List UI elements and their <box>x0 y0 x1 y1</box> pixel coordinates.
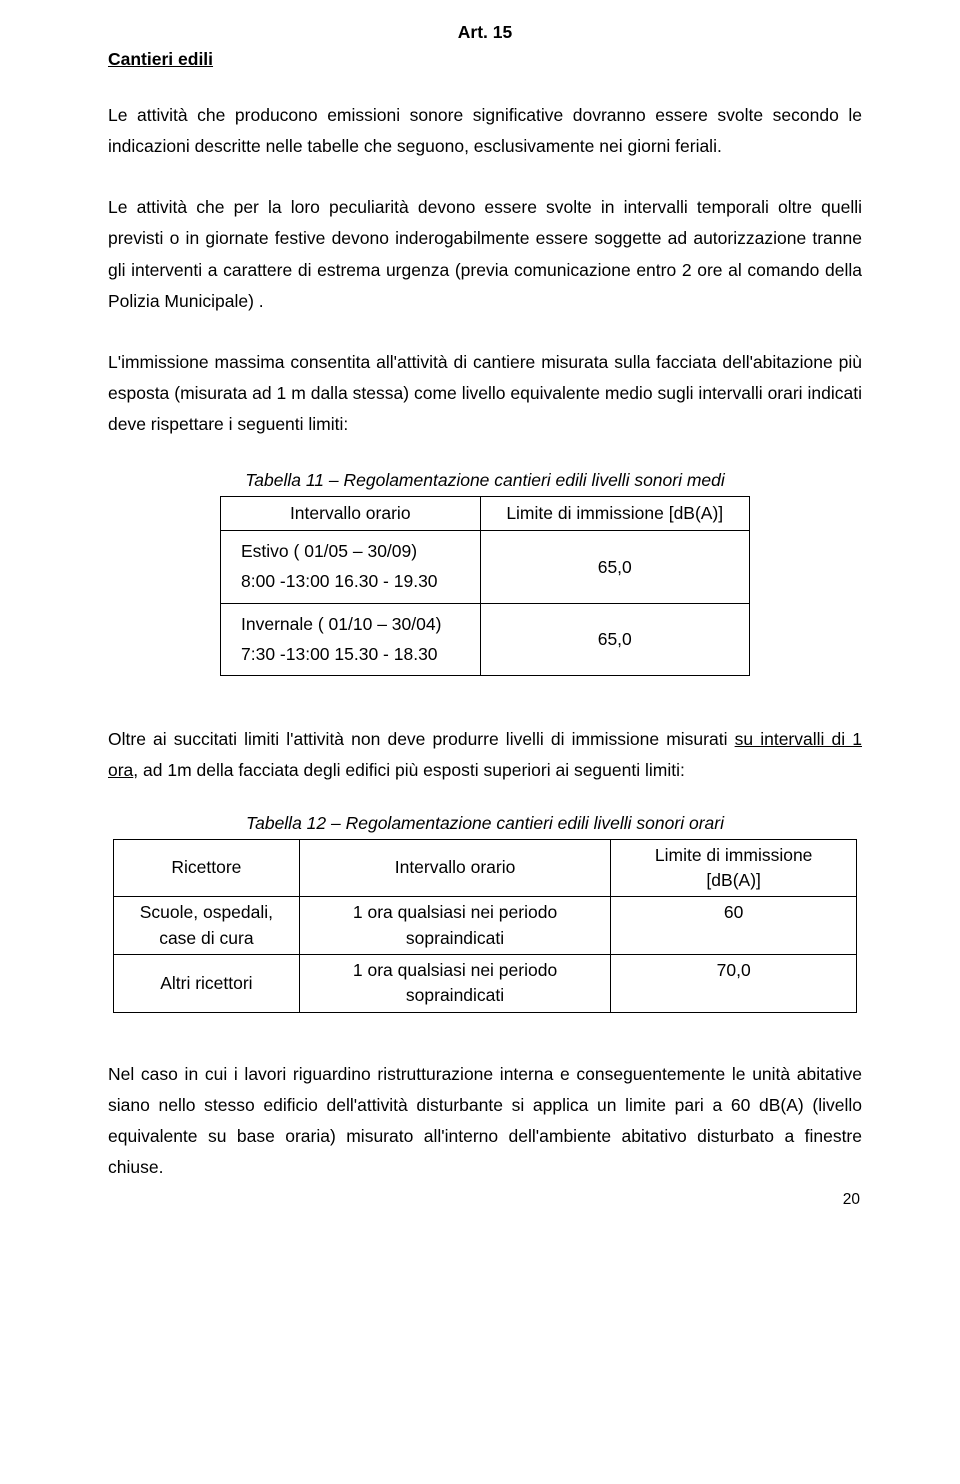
section-title: Cantieri edili <box>108 49 862 70</box>
text: 1 ora qualsiasi nei periodo <box>353 902 557 922</box>
table-row: Intervallo orario Limite di immissione [… <box>221 497 750 531</box>
paragraph-3: L'immissione massima consentita all'atti… <box>108 347 862 440</box>
table-12-row2-interval: 1 ora qualsiasi nei periodo sopraindicat… <box>299 955 611 1013</box>
table-11-header-interval: Intervallo orario <box>221 497 481 531</box>
table-12-caption: Tabella 12 – Regolamentazione cantieri e… <box>108 813 862 834</box>
paragraph-5: Nel caso in cui i lavori riguardino rist… <box>108 1059 862 1184</box>
table-row: Scuole, ospedali, case di cura 1 ora qua… <box>114 897 857 955</box>
table-11-row1-limit: 65,0 <box>480 531 750 604</box>
table-11-row2-period: Invernale ( 01/10 – 30/04) 7:30 -13:00 1… <box>221 603 481 676</box>
document-page: Art. 15 Cantieri edili Le attività che p… <box>0 0 960 1249</box>
table-row: Estivo ( 01/05 – 30/09) 8:00 -13:00 16.3… <box>221 531 750 604</box>
text: 7:30 -13:00 15.30 - 18.30 <box>241 644 438 664</box>
text: [dB(A)] <box>706 870 760 890</box>
text: case di cura <box>159 928 253 948</box>
text: 1 ora qualsiasi nei periodo <box>353 960 557 980</box>
table-11-wrap: Intervallo orario Limite di immissione [… <box>108 496 862 676</box>
table-12-header-interval: Intervallo orario <box>299 839 611 897</box>
table-12-header-limit: Limite di immissione [dB(A)] <box>611 839 857 897</box>
table-12: Ricettore Intervallo orario Limite di im… <box>113 839 857 1013</box>
text: sopraindicati <box>406 985 504 1005</box>
table-12-wrap: Ricettore Intervallo orario Limite di im… <box>108 839 862 1013</box>
table-11-header-limit: Limite di immissione [dB(A)] <box>480 497 750 531</box>
table-row: Ricettore Intervallo orario Limite di im… <box>114 839 857 897</box>
page-number: 20 <box>108 1191 862 1209</box>
table-row: Altri ricettori 1 ora qualsiasi nei peri… <box>114 955 857 1013</box>
paragraph-1: Le attività che producono emissioni sono… <box>108 100 862 162</box>
table-12-row2-limit: 70,0 <box>611 955 857 1013</box>
table-11-row1-period: Estivo ( 01/05 – 30/09) 8:00 -13:00 16.3… <box>221 531 481 604</box>
table-12-header-receptor: Ricettore <box>114 839 300 897</box>
text: Invernale ( 01/10 – 30/04) <box>241 614 441 634</box>
article-number: Art. 15 <box>108 22 862 43</box>
text: 8:00 -13:00 16.30 - 19.30 <box>241 571 438 591</box>
table-12-row1-interval: 1 ora qualsiasi nei periodo sopraindicat… <box>299 897 611 955</box>
table-12-row2-receptor: Altri ricettori <box>114 955 300 1013</box>
text: Oltre ai succitati limiti l'attività non… <box>108 729 735 749</box>
table-12-row1-limit: 60 <box>611 897 857 955</box>
paragraph-2: Le attività che per la loro peculiarità … <box>108 192 862 317</box>
text: sopraindicati <box>406 928 504 948</box>
text: Limite di immissione <box>655 845 813 865</box>
table-11-caption: Tabella 11 – Regolamentazione cantieri e… <box>108 470 862 491</box>
text: Estivo ( 01/05 – 30/09) <box>241 541 417 561</box>
table-11-row2-limit: 65,0 <box>480 603 750 676</box>
text: Scuole, ospedali, <box>140 902 273 922</box>
table-row: Invernale ( 01/10 – 30/04) 7:30 -13:00 1… <box>221 603 750 676</box>
paragraph-4: Oltre ai succitati limiti l'attività non… <box>108 724 862 786</box>
table-11: Intervallo orario Limite di immissione [… <box>220 496 750 676</box>
text: , ad 1m della facciata degli edifici più… <box>133 760 685 780</box>
table-12-row1-receptor: Scuole, ospedali, case di cura <box>114 897 300 955</box>
